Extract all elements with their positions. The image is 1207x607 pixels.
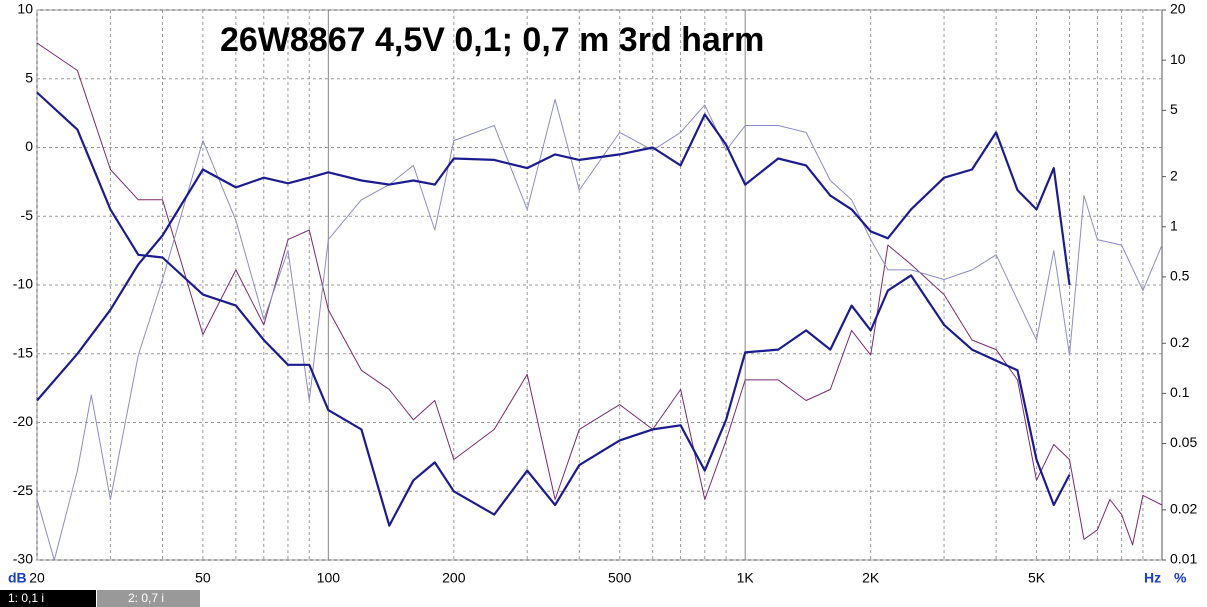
y2-tick-label: 0.01 [1170, 551, 1197, 567]
x-tick-label: 100 [317, 570, 341, 586]
series-line [36, 113, 1071, 402]
x-tick-label: 2K [862, 570, 880, 586]
x-tick-label: 200 [442, 570, 466, 586]
tab[interactable] [0, 590, 96, 607]
y2-tick-label: 10 [1170, 51, 1186, 67]
x-tick-label: 5K [1028, 570, 1046, 586]
y2-tick-label: 20 [1170, 1, 1186, 17]
y2-unit: % [1174, 570, 1187, 586]
tab-label[interactable]: 2: 0,7 i [128, 591, 164, 605]
tab[interactable] [97, 590, 200, 607]
y2-tick-label: 1 [1170, 217, 1178, 233]
y-tick-label: -25 [13, 482, 33, 498]
y2-tick-label: 2 [1170, 167, 1178, 183]
y2-tick-label: 0.05 [1170, 434, 1197, 450]
y-axis-label: dB [8, 570, 27, 586]
x-tick-label: 50 [195, 570, 211, 586]
y-tick-label: -10 [13, 276, 33, 292]
y-tick-label: -15 [13, 344, 33, 360]
y-tick-label: 0 [25, 138, 33, 154]
x-tick-label: 20 [29, 570, 45, 586]
y2-tick-label: 5 [1170, 101, 1178, 117]
y-tick-label: -5 [21, 207, 34, 223]
y-tick-label: -30 [13, 551, 33, 567]
y2-tick-label: 0.1 [1170, 384, 1190, 400]
y-tick-label: 5 [25, 69, 33, 85]
x-tick-label: 1K [737, 570, 755, 586]
chart-title: 26W8867 4,5V 0,1; 0,7 m 3rd harm [220, 21, 764, 59]
x-unit: Hz [1144, 570, 1161, 586]
y2-tick-label: 0.5 [1170, 268, 1190, 284]
series-line [36, 91, 1071, 527]
y-tick-label: -20 [13, 413, 33, 429]
y2-tick-label: 0.2 [1170, 334, 1190, 350]
y-tick-label: 10 [17, 1, 33, 17]
tab-label[interactable]: 1: 0,1 i [8, 591, 44, 605]
series-line [36, 42, 1163, 546]
series-line [36, 98, 1163, 561]
y2-tick-label: 0.02 [1170, 501, 1197, 517]
x-tick-label: 500 [608, 570, 632, 586]
